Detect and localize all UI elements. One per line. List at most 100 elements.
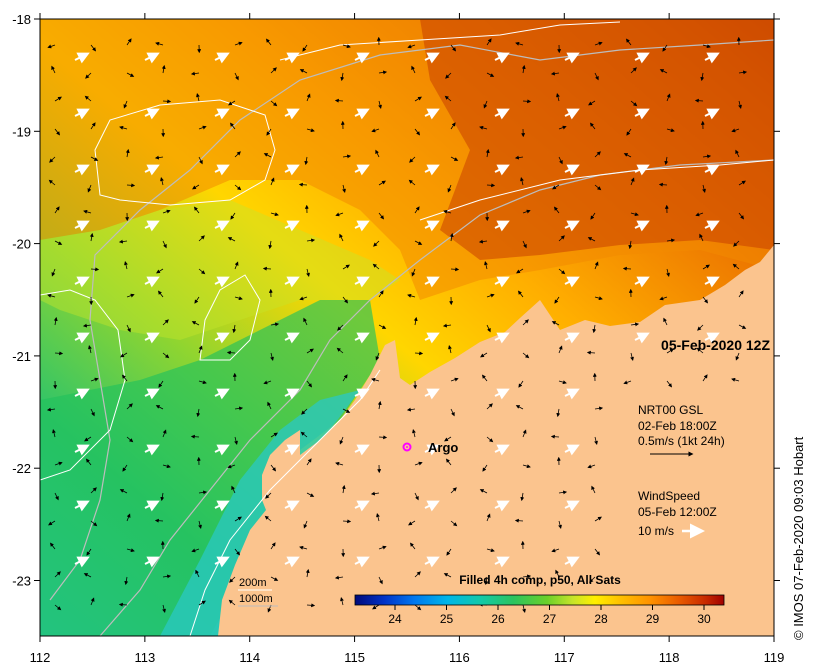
wind-arrow (494, 500, 510, 512)
current-arrow (483, 100, 488, 109)
current-arrow (339, 233, 344, 242)
current-arrow (412, 429, 416, 438)
current-arrow (53, 316, 58, 326)
current-arrow (522, 240, 527, 249)
current-arrow (378, 324, 387, 329)
current-arrow (162, 352, 170, 359)
current-arrow (514, 155, 524, 160)
current-arrow (302, 44, 308, 52)
wind-vectors (74, 52, 720, 568)
current-arrow (122, 464, 128, 472)
wind-legend-title: WindSpeed (638, 489, 700, 503)
current-arrow (443, 573, 452, 578)
current-arrow (738, 324, 747, 329)
current-arrow (486, 38, 492, 46)
current-arrow (193, 206, 200, 214)
current-arrow (450, 44, 457, 52)
wind-arrow (214, 52, 230, 64)
current-arrow (376, 513, 380, 522)
current-arrow (270, 67, 277, 74)
longitude-axis: 112 113 114 115 116 117 118 119 (30, 13, 784, 665)
current-arrow (738, 180, 746, 186)
wind-arrow (144, 388, 160, 400)
current-arrow (195, 569, 200, 578)
map-frame (39, 18, 775, 637)
current-arrow (306, 238, 316, 243)
current-arrow (85, 72, 92, 79)
current-arrow (522, 319, 529, 326)
wind-arrow (494, 52, 510, 64)
colorbar-tick-label: 26 (491, 612, 505, 626)
current-arrow (628, 240, 633, 250)
current-arrow (263, 380, 272, 385)
current-arrow (342, 374, 348, 382)
wind-arrow (144, 220, 160, 232)
colorbar-tick-label: 24 (388, 612, 402, 626)
current-arrow (227, 237, 236, 242)
wind-arrow (144, 52, 160, 64)
current-arrow (702, 154, 712, 159)
current-arrow (449, 232, 454, 242)
credit-text: © IMOS 07-Feb-2020 09:03 Hobart (791, 436, 806, 640)
current-arrow (342, 44, 351, 49)
current-arrow (336, 347, 344, 354)
current-arrow (230, 212, 236, 220)
wind-arrow (74, 52, 90, 64)
current-arrow (486, 403, 493, 410)
current-arrow (371, 128, 380, 133)
current-arrow (378, 290, 384, 298)
current-arrow (733, 240, 740, 247)
current-arrow (555, 569, 560, 578)
current-arrow (270, 542, 276, 550)
current-arrow (51, 65, 56, 74)
current-arrow (299, 69, 308, 74)
current-arrow (408, 520, 416, 526)
wind-arrow (494, 164, 510, 176)
current-arrow (407, 293, 416, 298)
current-arrow (299, 296, 308, 301)
current-arrow (86, 548, 92, 556)
wind-arrow (74, 388, 90, 400)
current-arrow (594, 548, 601, 556)
current-arrow (592, 324, 597, 334)
current-arrow (409, 542, 416, 550)
current-arrow (625, 38, 632, 46)
current-arrow (558, 380, 567, 385)
current-arrow (408, 179, 416, 186)
current-arrow (126, 403, 133, 410)
current-arrow (305, 568, 310, 578)
current-arrow (735, 352, 740, 361)
current-arrow (267, 401, 272, 410)
wind-arrow (354, 388, 370, 400)
current-arrow (234, 261, 239, 270)
lat-tick-label: -19 (12, 124, 31, 139)
wind-arrow (564, 500, 580, 512)
wind-arrow (494, 276, 510, 288)
current-arrow (623, 153, 632, 158)
current-arrow (124, 576, 129, 586)
current-arrow (558, 520, 562, 529)
wind-arrow (634, 52, 650, 64)
wind-arrow (424, 52, 440, 64)
current-arrow (198, 156, 203, 165)
wind-arrow (424, 500, 440, 512)
lat-tick-label: -20 (12, 237, 31, 252)
current-arrow (88, 345, 92, 354)
current-arrow (591, 485, 596, 494)
wind-arrow (284, 556, 300, 568)
wind-arrow (74, 500, 90, 512)
current-arrow (666, 238, 676, 243)
current-arrow (411, 268, 416, 277)
current-arrow (630, 322, 640, 327)
current-arrow (234, 151, 241, 158)
current-arrow (198, 380, 207, 385)
current-arrow (340, 72, 345, 82)
lon-tick-label: 113 (134, 650, 155, 665)
current-arrow (192, 184, 200, 190)
wind-arrow (284, 444, 300, 456)
current-arrow (270, 100, 278, 107)
wind-arrow (354, 500, 370, 512)
current-arrow (162, 604, 166, 613)
current-arrow (522, 209, 531, 214)
current-arrow (89, 232, 94, 242)
